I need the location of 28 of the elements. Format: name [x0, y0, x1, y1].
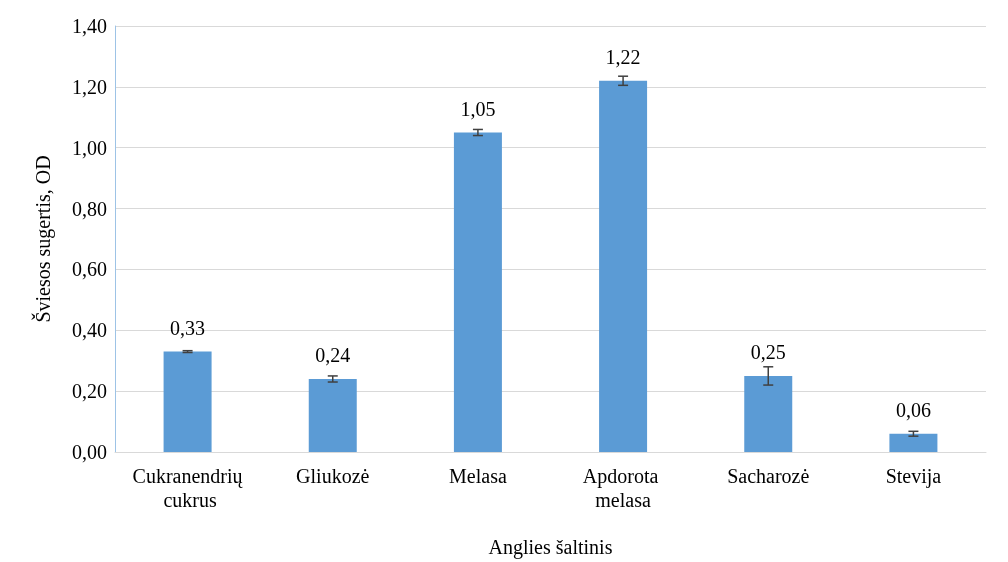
data-label: 1,05 [460, 97, 496, 120]
x-tick-label: Stevija [885, 465, 942, 488]
data-label: 0,25 [750, 340, 786, 363]
x-tick-label: Sacharozė [727, 465, 810, 487]
y-tick-label: 0,00 [72, 441, 107, 463]
bar [163, 351, 212, 452]
y-tick-label: 0,40 [72, 319, 107, 342]
x-tick-label: Apdorota melasa [582, 465, 664, 511]
bar [599, 80, 648, 452]
y-axis-title: Šviesos sugertis, OD [31, 155, 55, 323]
bar [308, 378, 357, 452]
y-tick-label: 1,00 [72, 136, 107, 159]
x-tick-label: Cukranendrių cukrus [132, 465, 244, 511]
bar [889, 433, 938, 452]
y-tick-label: 0,60 [72, 258, 107, 281]
y-tick-label: 1,20 [72, 75, 107, 98]
x-tick-label: Gliukozė [296, 465, 370, 487]
data-label: 0,33 [170, 316, 206, 339]
data-label: 1,22 [605, 45, 641, 68]
y-tick-label: 0,20 [72, 380, 107, 403]
data-label: 0,24 [315, 343, 351, 366]
bar [453, 132, 502, 452]
y-tick-label: 1,40 [72, 15, 107, 37]
bar [744, 375, 793, 452]
y-tick-label: 0,80 [72, 197, 107, 220]
data-label: 0,06 [895, 398, 931, 421]
x-tick-label: Melasa [449, 465, 507, 487]
x-axis-title: Anglies šaltinis [488, 536, 613, 559]
